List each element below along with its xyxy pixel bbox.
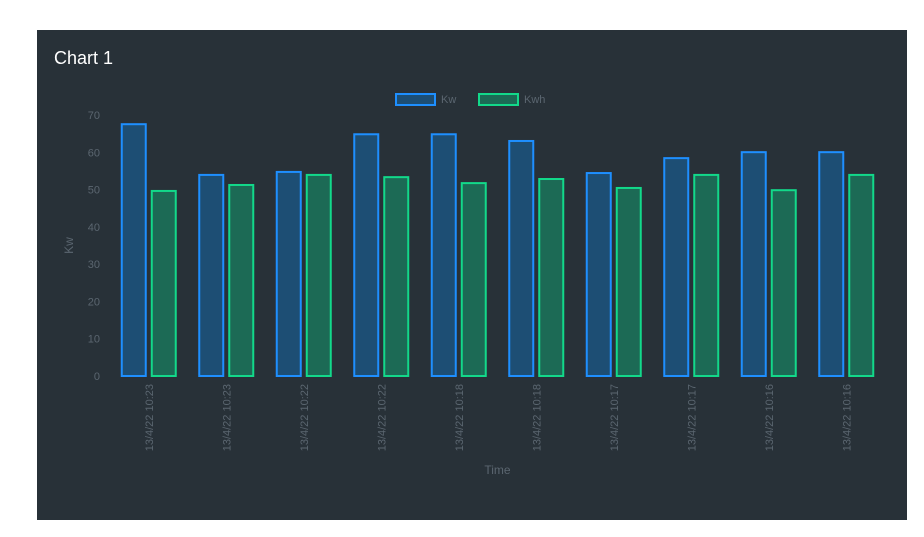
bar-kw bbox=[198, 173, 225, 377]
x-axis-label: Time bbox=[484, 463, 511, 477]
x-tick-label: 13/4/22 10:22 bbox=[299, 384, 311, 451]
bar-kw bbox=[430, 133, 457, 377]
bar-kw bbox=[663, 157, 690, 377]
bar-kw bbox=[585, 172, 612, 377]
bar-kwh bbox=[228, 183, 255, 377]
legend-swatch-kwh bbox=[478, 93, 519, 106]
bar-kwh bbox=[848, 173, 875, 377]
bar-kw bbox=[120, 123, 147, 378]
y-tick-label: 30 bbox=[88, 259, 100, 271]
y-tick-label: 60 bbox=[88, 147, 100, 159]
x-tick-label: 13/4/22 10:23 bbox=[221, 384, 233, 451]
x-tick-label: 13/4/22 10:16 bbox=[841, 384, 853, 451]
chart-title: Chart 1 bbox=[54, 48, 114, 68]
legend-swatch-kw bbox=[395, 93, 436, 106]
bar-kwh bbox=[460, 182, 487, 377]
chart-panel: Chart 1 0 10 20 30 40 50 60 70 Kw Time 13/4/22 10:… bbox=[37, 30, 907, 520]
bar-kw bbox=[508, 139, 535, 377]
bar-kwh bbox=[538, 178, 565, 377]
bar-kwh bbox=[305, 173, 332, 377]
y-tick-label: 0 bbox=[94, 371, 100, 383]
x-tick-label: 13/4/22 10:17 bbox=[686, 384, 698, 451]
bar-kw bbox=[740, 151, 767, 377]
y-tick-label: 40 bbox=[88, 222, 100, 234]
y-axis-label: Kw bbox=[62, 237, 76, 254]
y-tick-label: 10 bbox=[88, 334, 100, 346]
bar-kwh bbox=[770, 189, 797, 377]
x-tick-label: 13/4/22 10:23 bbox=[144, 384, 156, 451]
y-tick-label: 70 bbox=[88, 110, 100, 122]
y-tick-label: 50 bbox=[88, 185, 100, 197]
y-tick-label: 20 bbox=[88, 296, 100, 308]
x-tick-label: 13/4/22 10:16 bbox=[764, 384, 776, 451]
legend-label: Kw bbox=[441, 94, 456, 106]
x-tick-label: 13/4/22 10:18 bbox=[454, 384, 466, 451]
bar-kw bbox=[353, 133, 380, 377]
bar-kwh bbox=[615, 186, 642, 377]
legend-label: Kwh bbox=[524, 94, 545, 106]
bar-kwh bbox=[383, 176, 410, 377]
x-tick-label: 13/4/22 10:22 bbox=[376, 384, 388, 451]
bar-chart: 0 10 20 30 40 50 60 70 Kw Time 13/4/22 10:23 13/4/2… bbox=[62, 93, 875, 477]
bar-kw bbox=[275, 170, 302, 377]
x-tick-label: 13/4/22 10:18 bbox=[531, 384, 543, 451]
x-tick-label: 13/4/22 10:17 bbox=[609, 384, 621, 451]
bar-kwh bbox=[693, 173, 720, 377]
bar-kwh bbox=[150, 189, 177, 377]
bar-kw bbox=[818, 151, 845, 377]
